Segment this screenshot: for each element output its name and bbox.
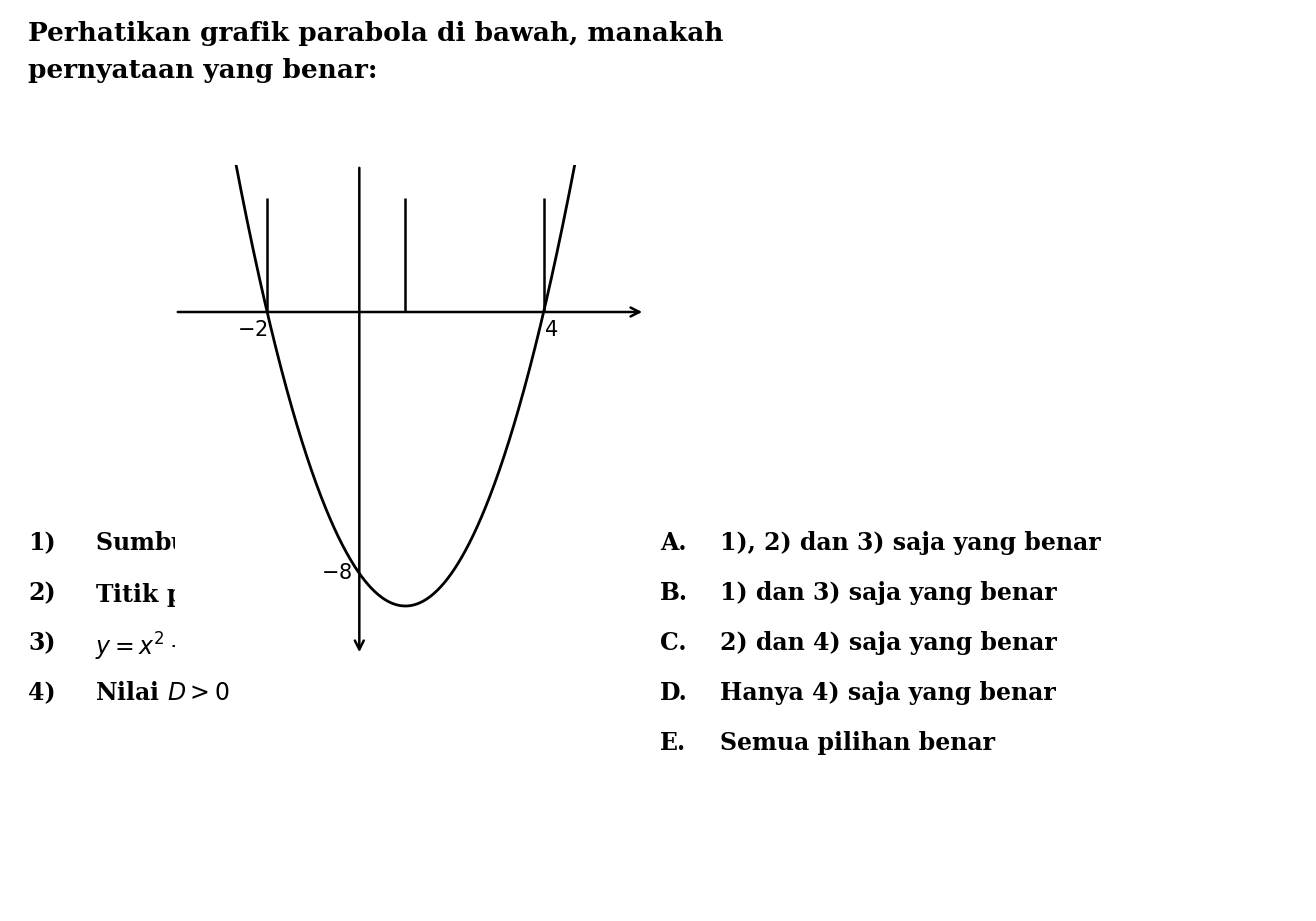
Text: E.: E. [661, 731, 686, 755]
Text: 2): 2) [28, 581, 55, 605]
Text: A.: A. [661, 531, 687, 555]
Text: Hanya 4) saja yang benar: Hanya 4) saja yang benar [720, 681, 1055, 705]
Text: D.: D. [661, 681, 688, 705]
Text: 1), 2) dan 3) saja yang benar: 1), 2) dan 3) saja yang benar [720, 531, 1100, 555]
Text: 1) dan 3) saja yang benar: 1) dan 3) saja yang benar [720, 581, 1057, 605]
Text: Perhatikan grafik parabola di bawah, manakah: Perhatikan grafik parabola di bawah, man… [28, 21, 724, 46]
Text: $y = x^2 + 2x - 8$: $y = x^2 + 2x - 8$ [95, 631, 267, 663]
Text: Sumbu simetri $x = 1$: Sumbu simetri $x = 1$ [95, 531, 357, 555]
Text: pernyataan yang benar:: pernyataan yang benar: [28, 58, 378, 83]
Text: 1): 1) [28, 531, 55, 555]
Text: 4): 4) [28, 681, 55, 705]
Text: C.: C. [661, 631, 687, 655]
Text: Nilai $D > 0$: Nilai $D > 0$ [95, 681, 229, 705]
Text: Titik puncak $(1,-9)$: Titik puncak $(1,-9)$ [95, 581, 361, 609]
Text: $4$: $4$ [544, 321, 558, 340]
Text: 2) dan 4) saja yang benar: 2) dan 4) saja yang benar [720, 631, 1057, 655]
Text: 3): 3) [28, 631, 55, 655]
Text: Semua pilihan benar: Semua pilihan benar [720, 731, 995, 755]
Text: $-8$: $-8$ [321, 564, 353, 583]
Text: $-2$: $-2$ [237, 321, 267, 340]
Text: B.: B. [661, 581, 688, 605]
